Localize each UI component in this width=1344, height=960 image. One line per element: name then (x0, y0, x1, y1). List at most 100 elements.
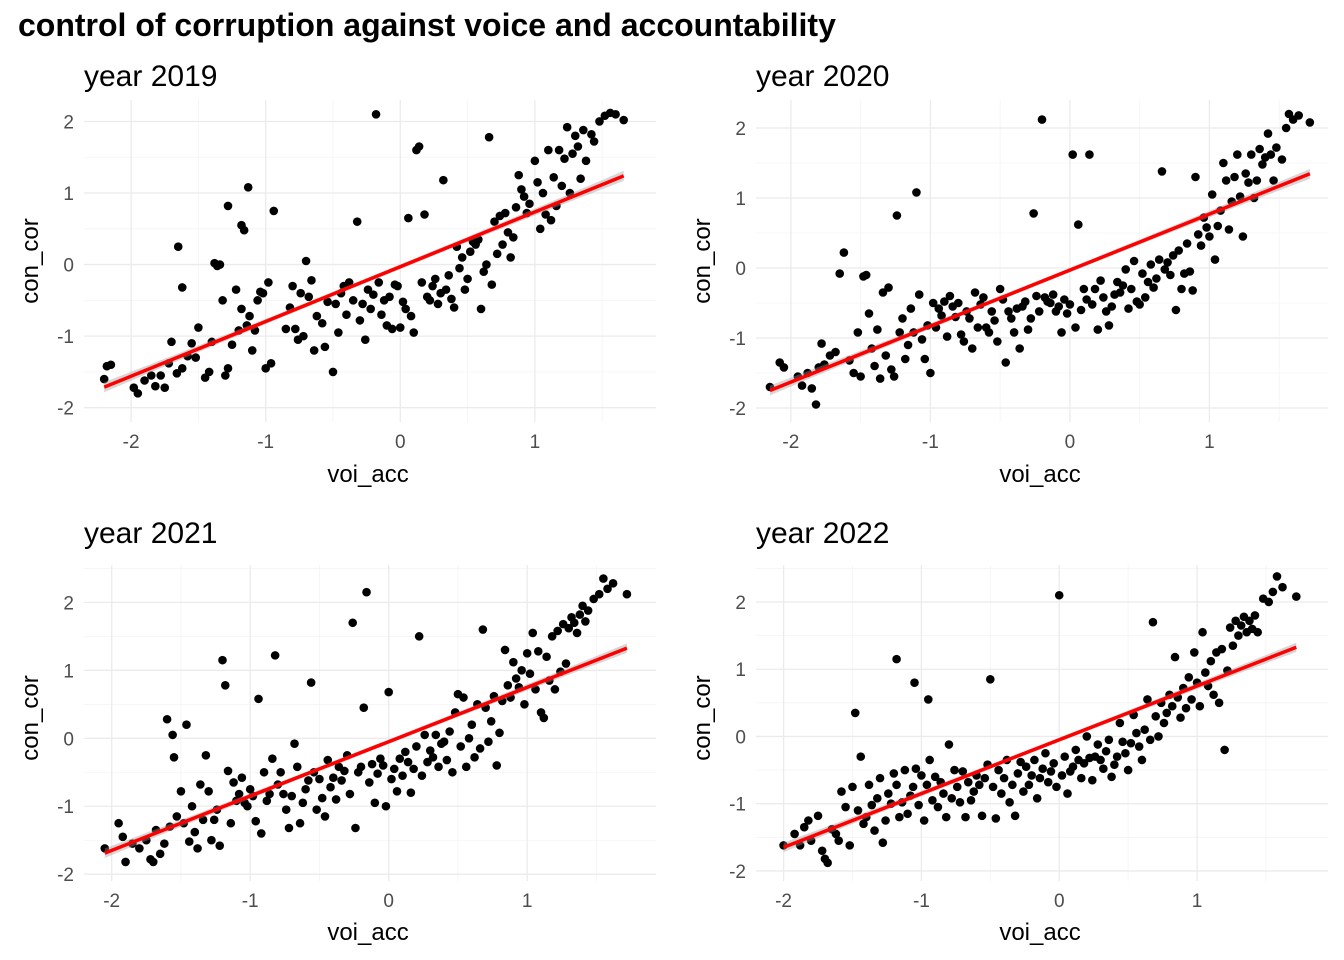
scatter-point (1149, 283, 1158, 292)
scatter-point (1060, 295, 1069, 304)
scatter-point (269, 206, 279, 216)
scatter-point (378, 761, 388, 770)
scatter-point (804, 816, 813, 825)
scatter-point (1063, 789, 1072, 798)
scatter-point (945, 291, 955, 301)
scatter-point (404, 213, 413, 223)
scatter-point (1037, 115, 1047, 124)
scatter-point (268, 754, 277, 763)
panel-title: year 2019 (84, 60, 217, 93)
y-tick-label: 0 (63, 256, 74, 277)
scatter-point (581, 617, 590, 626)
scatter-point (519, 192, 529, 201)
x-tick-label: 0 (395, 432, 406, 453)
x-tick-label: -2 (123, 432, 140, 453)
scatter-point (561, 659, 571, 668)
scatter-point (1124, 304, 1133, 313)
scatter-point (229, 778, 238, 787)
scatter-point (323, 755, 333, 765)
scatter-point (522, 649, 532, 658)
y-tick-label: 0 (735, 259, 746, 280)
scatter-point (409, 328, 419, 337)
scatter-point (295, 818, 305, 828)
scatter-point (995, 284, 1005, 294)
scatter-point (895, 812, 904, 822)
scatter-point (576, 174, 585, 184)
scatter-point (384, 687, 393, 697)
scatter-point (106, 360, 116, 370)
scatter-point (1146, 260, 1156, 269)
scatter-point (320, 342, 330, 352)
scatter-point (511, 674, 521, 683)
scatter-point (999, 773, 1009, 783)
scatter-point (439, 175, 448, 185)
scatter-point (900, 765, 910, 775)
scatter-point (1024, 780, 1034, 790)
scatter-point (439, 737, 449, 746)
scatter-point (334, 328, 343, 337)
scatter-point (201, 750, 211, 760)
scatter-point (393, 281, 402, 291)
scatter-point (1079, 759, 1089, 768)
scatter-point (307, 276, 316, 285)
scatter-point (919, 816, 929, 825)
scatter-point (1004, 307, 1013, 316)
scatter-point (290, 739, 299, 749)
x-tick-label: 1 (1192, 891, 1203, 912)
scatter-point (191, 353, 201, 362)
scatter-point (953, 298, 963, 308)
scatter-point (1258, 160, 1267, 169)
scatter-point (1073, 220, 1083, 229)
scatter-point (1079, 284, 1089, 294)
scatter-point (509, 233, 518, 242)
scatter-point (837, 787, 846, 796)
scatter-point (425, 296, 435, 305)
scatter-point (1143, 277, 1153, 287)
scatter-point (589, 137, 599, 146)
scatter-point (1269, 176, 1278, 185)
panel-year-2021: year 2021 -2 -1 0 1 -2 -1 0 1 2 voi_acc con_cor (17, 517, 656, 946)
scatter-point (288, 281, 297, 291)
scatter-point (875, 773, 885, 783)
scatter-point (355, 316, 365, 325)
scatter-point (1023, 325, 1033, 334)
scatter-point (262, 796, 272, 806)
scatter-point (553, 626, 562, 636)
scatter-point (1015, 344, 1024, 353)
y-tick-label: -2 (57, 865, 74, 886)
scatter-point (409, 764, 418, 774)
y-tick-label: 1 (63, 184, 74, 205)
scatter-point (965, 314, 974, 323)
scatter-point (817, 846, 827, 856)
scatter-point (525, 199, 534, 209)
scatter-point (315, 774, 324, 784)
scatter-point (1201, 668, 1210, 677)
scatter-point (184, 837, 194, 846)
scatter-point (401, 747, 410, 757)
scatter-point (366, 304, 375, 314)
scatter-point (465, 247, 475, 256)
scatter-point (245, 311, 254, 321)
scatter-point (856, 752, 866, 761)
scatter-point (420, 730, 430, 740)
scatter-point (514, 170, 524, 180)
scatter-point (492, 761, 502, 770)
scatter-point (1230, 172, 1239, 182)
scatter-point (912, 188, 921, 197)
scatter-point (956, 330, 966, 339)
scatter-point (176, 786, 186, 796)
scatter-point (266, 359, 276, 368)
scatter-point (190, 827, 200, 837)
scatter-point (1138, 269, 1147, 278)
scatter-point (1099, 293, 1108, 302)
scatter-point (984, 328, 994, 337)
scatter-point (1123, 765, 1133, 775)
scatter-point (930, 772, 940, 782)
scatter-point (903, 340, 913, 350)
scatter-point (1021, 762, 1031, 772)
scatter-point (1272, 572, 1282, 581)
scatter-point (261, 364, 270, 373)
scatter-point (1154, 732, 1163, 741)
scatter-point (1198, 627, 1207, 637)
scatter-point (961, 812, 970, 822)
